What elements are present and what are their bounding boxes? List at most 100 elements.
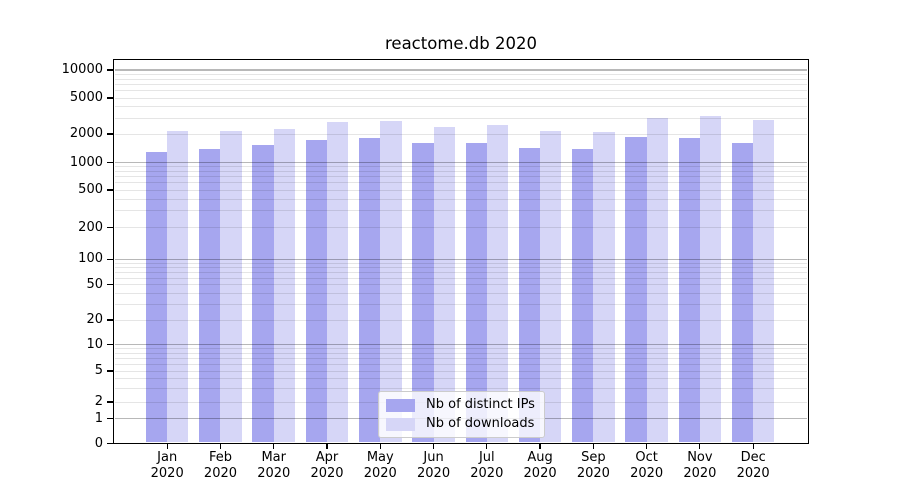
x-tick-year-may: 2020 [363,465,397,481]
y-tick-label-50: 50 [86,276,103,292]
y-tick-10000 [106,69,113,71]
y-tick-500 [106,189,113,191]
bar-distinct-ips-may [358,137,381,443]
legend-label-distinct-ips: Nb of distinct IPs [426,397,535,412]
x-tick-label-nov: Nov 2020 [660,450,740,481]
legend-item-distinct-ips: Nb of distinct IPs [386,397,537,413]
gridline-minor-70 [115,271,807,273]
gridline-minor-50 [115,284,807,286]
gridline-minor-7 [115,357,807,359]
bar-downloads-feb [220,131,242,443]
x-tick-label-aug: Aug 2020 [500,450,580,481]
bar-downloads-mar [273,129,296,443]
gridline-minor-200 [115,227,807,228]
legend: Nb of distinct IPs Nb of downloads [378,391,545,438]
y-tick-label-10000: 10000 [61,62,103,77]
y-tick-50 [106,284,113,286]
gridline-minor-9 [115,348,807,350]
gridline-minor-4000 [115,106,807,108]
y-tick-10 [106,344,113,346]
x-tick-label-jul: Jul 2020 [447,450,527,481]
y-tick-label-20: 20 [86,312,103,327]
y-tick-label-5: 5 [94,363,103,378]
y-tick-5 [106,370,113,372]
bar-distinct-ips-jun [412,143,434,443]
y-tick-label-1: 1 [94,410,103,426]
gridline-minor-30 [115,303,807,305]
x-tick-mar [273,444,275,449]
x-tick-label-jan: Jan 2020 [127,450,207,481]
gridline-minor-5000 [115,97,807,99]
gridline-minor-60 [115,277,807,279]
x-tick-jun [432,444,435,449]
y-tick-2000 [106,133,113,135]
x-tick-jan [166,444,168,449]
x-tick-aug [539,444,541,449]
gridline-minor-400 [115,198,807,200]
legend-item-downloads: Nb of downloads [386,416,537,432]
y-tick-5000 [106,97,113,99]
gridline-major-1000 [115,161,807,164]
bar-downloads-aug [540,130,562,443]
y-tick-label-1000: 1000 [69,154,103,170]
y-tick-label-5000: 5000 [69,90,103,105]
gridline-minor-900 [115,166,807,168]
y-tick-100 [106,258,113,260]
y-tick-label-100: 100 [78,251,103,267]
x-tick-year-oct: 2020 [630,465,664,481]
x-tick-feb [219,444,222,449]
y-tick-1 [106,418,113,420]
x-tick-year-jul: 2020 [470,465,504,481]
gridline-minor-5 [115,370,807,372]
x-tick-label-apr: Apr 2020 [287,450,367,481]
gridline-minor-3000 [115,117,807,119]
x-tick-label-mar: Mar 2020 [234,450,314,481]
gridline-minor-20 [115,319,807,321]
x-tick-label-may: May 2020 [340,450,420,481]
x-tick-oct [646,444,648,449]
legend-swatch-downloads [386,417,415,431]
x-tick-dec [752,444,754,449]
bar-distinct-ips-oct [625,136,647,443]
x-tick-apr [326,444,328,449]
gridline-minor-9000 [115,73,807,75]
gridline-minor-3 [115,387,807,389]
y-tick-label-200: 200 [78,219,103,235]
x-tick-label-dec: Dec 2020 [713,450,793,481]
gridline-minor-90 [115,262,807,264]
x-tick-year-feb: 2020 [203,465,238,481]
legend-label-downloads: Nb of downloads [426,416,535,431]
gridline-minor-600 [115,182,807,184]
x-tick-jul [486,444,488,449]
x-tick-label-jun: Jun 2020 [394,450,474,481]
x-tick-sep [592,444,594,449]
x-tick-year-aug: 2020 [523,465,557,481]
gridline-minor-8000 [115,78,807,80]
gridline-minor-40 [115,292,807,294]
y-tick-200 [106,226,113,229]
bar-distinct-ips-dec [731,142,754,443]
x-tick-label-feb: Feb 2020 [180,450,260,481]
x-tick-label-sep: Sep 2020 [553,450,633,481]
gridline-major-100 [115,258,807,260]
bar-distinct-ips-aug [518,147,541,443]
x-tick-year-nov: 2020 [683,465,717,481]
gridline-minor-700 [115,176,807,178]
gridline-minor-6000 [115,90,807,92]
gridline-minor-500 [115,189,807,191]
legend-swatch-distinct-ips [386,398,415,412]
x-tick-year-mar: 2020 [257,465,291,481]
y-tick-1000 [106,161,113,164]
bar-downloads-jan [167,130,189,443]
bar-downloads-jun [433,126,455,443]
bar-downloads-nov [699,116,722,443]
bar-distinct-ips-feb [199,148,221,443]
bar-downloads-dec [753,119,775,443]
gridline-minor-300 [115,210,807,212]
gridline-minor-4 [115,378,807,380]
bar-downloads-jul [486,124,509,443]
y-tick-label-0: 0 [94,435,103,451]
y-tick-label-2: 2 [94,394,103,409]
bar-distinct-ips-jan [145,151,168,443]
chart-title: reactome.db 2020 [385,34,537,53]
